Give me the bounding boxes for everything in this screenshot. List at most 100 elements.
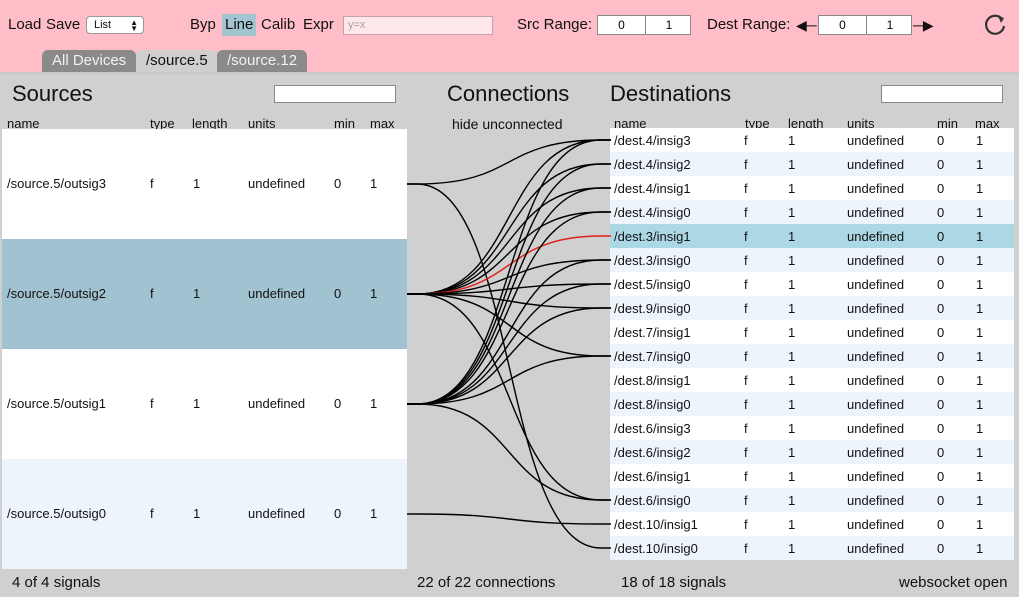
connection-line[interactable]	[407, 307, 611, 405]
src-col-length[interactable]: length	[192, 116, 228, 131]
source-min: 0	[334, 176, 342, 191]
destination-row[interactable]: /dest.6/insig1 f 1 undefined 0 1	[610, 464, 1014, 488]
destination-row[interactable]: /dest.8/insig1 f 1 undefined 0 1	[610, 368, 1014, 392]
source-name: /source.5/outsig0	[7, 506, 107, 521]
connection-line[interactable]	[407, 211, 611, 405]
tab-source-12[interactable]: /source.12	[217, 50, 308, 72]
mode-bypass[interactable]: Byp	[190, 16, 216, 33]
connection-line[interactable]	[407, 139, 611, 405]
destination-max: 1	[976, 373, 984, 388]
arrow-right-icon[interactable]: ─▶	[913, 17, 934, 33]
destination-row[interactable]: /dest.4/insig1 f 1 undefined 0 1	[610, 176, 1014, 200]
destination-row[interactable]: /dest.4/insig2 f 1 undefined 0 1	[610, 152, 1014, 176]
tab-source-5[interactable]: /source.5	[136, 50, 218, 72]
source-min: 0	[334, 396, 342, 411]
mode-line[interactable]: Line	[222, 14, 257, 36]
destination-row[interactable]: /dest.4/insig3 f 1 undefined 0 1	[610, 128, 1014, 152]
expression-input[interactable]: y=x	[343, 16, 493, 35]
destination-row[interactable]: /dest.6/insig0 f 1 undefined 0 1	[610, 488, 1014, 512]
destination-row[interactable]: /dest.10/insig0 f 1 undefined 0 1	[610, 536, 1014, 560]
connection-line[interactable]	[407, 187, 611, 405]
connection-line[interactable]	[407, 183, 611, 549]
src-col-min[interactable]: min	[334, 116, 355, 131]
destination-max: 1	[976, 517, 984, 532]
destination-name: /dest.4/insig3	[614, 133, 691, 148]
connection-line[interactable]	[407, 187, 611, 295]
connection-line[interactable]	[407, 293, 611, 501]
save-button[interactable]: Save	[46, 16, 81, 33]
source-row[interactable]: /source.5/outsig1 f 1 undefined 0 1	[2, 349, 407, 459]
src-col-units[interactable]: units	[248, 116, 276, 131]
mode-calib[interactable]: Calib	[261, 16, 296, 33]
destination-min: 0	[937, 325, 945, 340]
load-button[interactable]: Load	[8, 16, 42, 33]
destination-name: /dest.6/insig0	[614, 493, 691, 508]
destinations-count: 18 of 18 signals	[621, 574, 727, 591]
src-col-name[interactable]: name	[7, 116, 40, 131]
dest-range-max-input[interactable]	[866, 16, 913, 34]
connection-line[interactable]	[407, 293, 611, 309]
source-row[interactable]: /source.5/outsig2 f 1 undefined 0 1	[2, 239, 407, 349]
src-range-max-input[interactable]	[645, 16, 692, 34]
destination-row[interactable]: /dest.8/insig0 f 1 undefined 0 1	[610, 392, 1014, 416]
destination-units: undefined	[847, 541, 905, 556]
destination-length: 1	[788, 469, 796, 484]
destinations-search-input[interactable]	[881, 85, 1003, 103]
dst-col-type[interactable]: type	[745, 116, 770, 131]
connection-line[interactable]	[407, 259, 611, 405]
src-col-type[interactable]: type	[150, 116, 175, 131]
source-length: 1	[193, 396, 201, 411]
destination-units: undefined	[847, 445, 905, 460]
tab-all-devices[interactable]: All Devices	[42, 50, 137, 72]
src-range-min-input[interactable]	[598, 16, 645, 34]
destination-row[interactable]: /dest.10/insig1 f 1 undefined 0 1	[610, 512, 1014, 536]
destination-row[interactable]: /dest.9/insig0 f 1 undefined 0 1	[610, 296, 1014, 320]
destination-row[interactable]: /dest.3/insig0 f 1 undefined 0 1	[610, 248, 1014, 272]
destination-min: 0	[937, 421, 945, 436]
destination-row[interactable]: /dest.3/insig1 f 1 undefined 0 1	[610, 224, 1014, 248]
source-row[interactable]: /source.5/outsig3 f 1 undefined 0 1	[2, 129, 407, 239]
source-name: /source.5/outsig3	[7, 176, 107, 191]
destination-type: f	[744, 133, 748, 148]
src-col-max[interactable]: max	[370, 116, 395, 131]
source-row[interactable]: /source.5/outsig0 f 1 undefined 0 1	[2, 459, 407, 569]
connection-line[interactable]	[407, 513, 611, 525]
destination-name: /dest.4/insig0	[614, 205, 691, 220]
view-select[interactable]: List ▲ ▼	[86, 16, 144, 34]
destination-min: 0	[937, 157, 945, 172]
sources-search-input[interactable]	[274, 85, 396, 103]
connection-line[interactable]	[407, 283, 611, 405]
destination-min: 0	[937, 301, 945, 316]
destination-row[interactable]: /dest.6/insig3 f 1 undefined 0 1	[610, 416, 1014, 440]
destination-length: 1	[788, 253, 796, 268]
dst-col-units[interactable]: units	[847, 116, 875, 131]
mode-expr[interactable]: Expr	[303, 16, 334, 33]
destination-row[interactable]: /dest.7/insig0 f 1 undefined 0 1	[610, 344, 1014, 368]
dst-col-max[interactable]: max	[975, 116, 1000, 131]
connection-line[interactable]	[407, 211, 611, 295]
destination-length: 1	[788, 517, 796, 532]
source-units: undefined	[248, 506, 306, 521]
destination-row[interactable]: /dest.4/insig0 f 1 undefined 0 1	[610, 200, 1014, 224]
destination-name: /dest.10/insig1	[614, 517, 698, 532]
dest-range-min-input[interactable]	[819, 16, 866, 34]
destination-row[interactable]: /dest.5/insig0 f 1 undefined 0 1	[610, 272, 1014, 296]
destination-row[interactable]: /dest.7/insig1 f 1 undefined 0 1	[610, 320, 1014, 344]
connection-line[interactable]	[407, 139, 611, 185]
connection-line[interactable]	[407, 403, 611, 501]
connection-line[interactable]	[407, 355, 611, 405]
destination-type: f	[744, 421, 748, 436]
destination-units: undefined	[847, 397, 905, 412]
status-bar: 4 of 4 signals 22 of 22 connections 18 o…	[0, 569, 1019, 597]
connection-line[interactable]	[407, 293, 611, 357]
dst-col-min[interactable]: min	[937, 116, 958, 131]
dst-col-name[interactable]: name	[614, 116, 647, 131]
destination-name: /dest.5/insig0	[614, 277, 691, 292]
hide-unconnected-toggle[interactable]: hide unconnected	[452, 116, 563, 132]
destination-type: f	[744, 205, 748, 220]
destination-row[interactable]: /dest.6/insig2 f 1 undefined 0 1	[610, 440, 1014, 464]
arrow-left-icon[interactable]: ◀─	[796, 17, 817, 33]
refresh-icon[interactable]	[982, 12, 1008, 38]
dst-col-length[interactable]: length	[788, 116, 824, 131]
